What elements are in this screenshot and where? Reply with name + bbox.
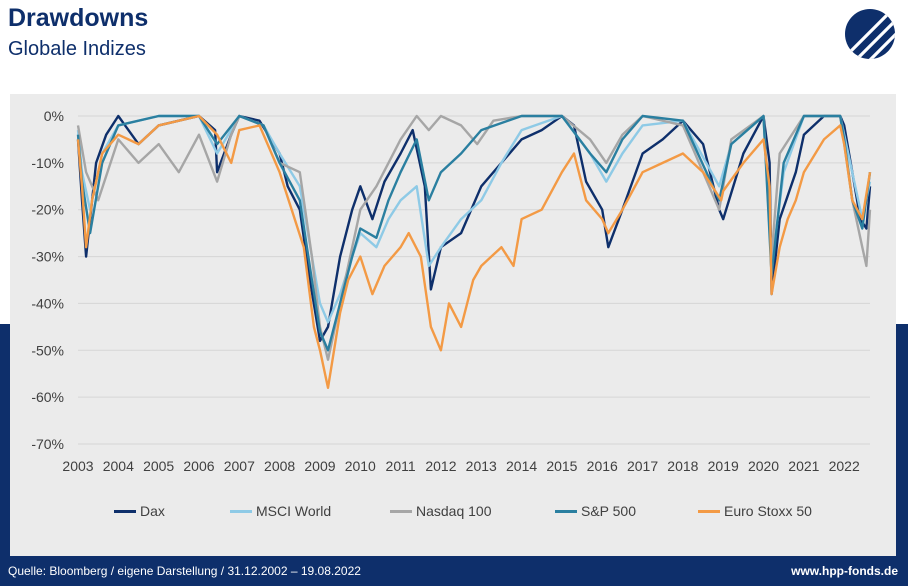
page-subtitle: Globale Indizes xyxy=(8,38,146,60)
x-tick-label: 2018 xyxy=(667,458,698,474)
y-tick-label: -70% xyxy=(31,436,64,452)
legend-swatch xyxy=(698,509,720,513)
series-line-s-p-500 xyxy=(76,114,872,352)
drawdown-chart: 0%-10%-20%-30%-40%-50%-60%-70% 2003 2004 2… xyxy=(31,108,872,474)
legend-label: Euro Stoxx 50 xyxy=(724,503,812,519)
x-tick-label: 2007 xyxy=(224,458,255,474)
legend-label: Dax xyxy=(140,503,165,519)
x-tick-label: 2017 xyxy=(627,458,658,474)
x-tick-label: 2016 xyxy=(587,458,618,474)
x-tick-label: 2009 xyxy=(304,458,335,474)
x-tick-label: 2013 xyxy=(466,458,497,474)
legend-item: Dax xyxy=(114,500,165,522)
legend-item: Euro Stoxx 50 xyxy=(698,500,812,522)
x-tick-label: 2021 xyxy=(788,458,819,474)
y-tick-label: -20% xyxy=(31,202,64,218)
y-tick-label: -60% xyxy=(31,389,64,405)
legend-item: S&P 500 xyxy=(555,500,636,522)
hpp-stripes-logo-icon xyxy=(845,9,895,59)
y-tick-label: -40% xyxy=(31,295,64,311)
chart-grid xyxy=(78,115,870,445)
legend-label: S&P 500 xyxy=(581,503,637,519)
y-tick-label: -10% xyxy=(31,155,64,171)
y-axis-ticks: 0% -10% -20% -30% -40% -50% -60% -70% xyxy=(31,108,64,452)
chart-panel xyxy=(10,94,896,556)
website-link[interactable]: www.hpp-fonds.de xyxy=(791,564,898,578)
legend-swatch xyxy=(114,509,136,513)
series-line-nasdaq-100 xyxy=(76,114,872,361)
y-tick-label: -30% xyxy=(31,249,64,265)
x-tick-label: 2012 xyxy=(425,458,456,474)
legend-label: MSCI World xyxy=(256,503,332,519)
x-axis-ticks: 2003 2004 2005 2006 2007 2008 2009 2010 2011 2012… xyxy=(62,458,860,474)
x-tick-label: 2022 xyxy=(829,458,860,474)
x-tick-label: 2019 xyxy=(708,458,739,474)
legend-swatch xyxy=(230,509,252,513)
page-title: Drawdowns xyxy=(8,4,149,32)
x-tick-label: 2015 xyxy=(546,458,577,474)
legend-swatch xyxy=(555,509,577,513)
x-tick-label: 2005 xyxy=(143,458,174,474)
x-tick-label: 2011 xyxy=(386,458,416,474)
legend-label: Nasdaq 100 xyxy=(416,503,492,519)
legend-swatch xyxy=(390,509,412,513)
legend-item: MSCI World xyxy=(230,500,331,522)
x-tick-label: 2003 xyxy=(62,458,93,474)
x-tick-label: 2008 xyxy=(264,458,295,474)
y-tick-label: 0% xyxy=(44,108,64,124)
series-line-msci-world xyxy=(76,114,872,324)
x-tick-label: 2010 xyxy=(345,458,376,474)
legend-item: Nasdaq 100 xyxy=(390,500,492,522)
x-tick-label: 2004 xyxy=(103,458,134,474)
y-tick-label: -50% xyxy=(31,342,64,358)
chart-series xyxy=(76,114,872,389)
series-line-euro-stoxx-50 xyxy=(76,114,872,389)
x-tick-label: 2014 xyxy=(506,458,537,474)
x-tick-label: 2020 xyxy=(748,458,779,474)
chart-legend: Dax MSCI World Nasdaq 100 S&P 500 Euro Stoxx… xyxy=(10,500,896,522)
source-note: Quelle: Bloomberg / eigene Darstellung /… xyxy=(8,564,361,578)
series-line-dax xyxy=(76,114,872,343)
x-tick-label: 2006 xyxy=(183,458,214,474)
